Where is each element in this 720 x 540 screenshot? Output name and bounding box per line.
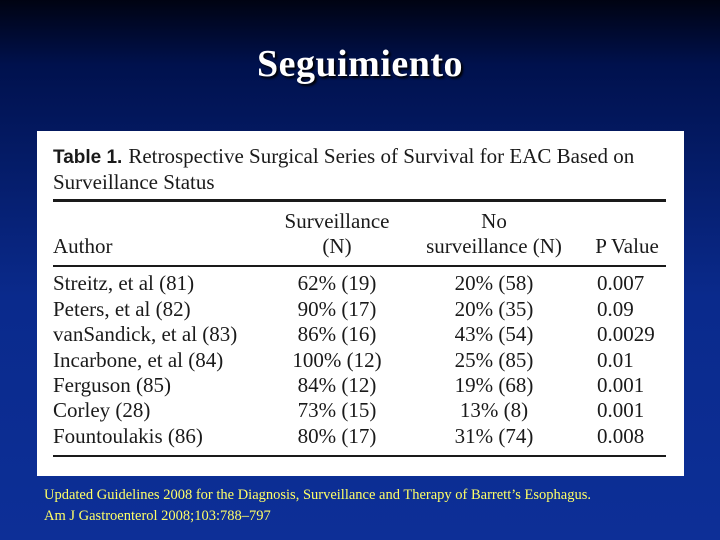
cell-surveillance: 62% (19) <box>297 271 377 295</box>
cell-p-value: 0.001 <box>597 398 645 422</box>
cell-surveillance: 100% (12) <box>292 348 382 372</box>
cell-p-value: 0.01 <box>597 348 634 372</box>
cell-p-value: 0.008 <box>597 424 645 448</box>
cell-author: vanSandick, et al (83) <box>53 322 238 346</box>
cell-author: Incarbone, et al (84) <box>53 348 224 372</box>
slide-title: Seguimiento <box>256 43 464 85</box>
cell-author: Streitz, et al (81) <box>53 271 195 295</box>
table-caption: Table 1. Retrospective Surgical Series of… <box>53 144 673 195</box>
header-no-surveillance-line2: surveillance (N) <box>426 234 562 258</box>
cell-no-surveillance: 20% (58) <box>454 271 534 295</box>
cell-p-value: 0.0029 <box>597 322 655 346</box>
cell-no-surveillance: 25% (85) <box>454 348 534 372</box>
header-no-surveillance-line1: No <box>481 209 507 233</box>
cell-p-value: 0.09 <box>597 297 634 321</box>
cell-p-value: 0.001 <box>597 373 645 397</box>
header-no-surveillance: No surveillance (N) <box>413 209 575 259</box>
table-label: Table 1. <box>53 147 123 168</box>
table-bottom-rule <box>53 455 666 457</box>
cell-author: Ferguson (85) <box>53 373 172 397</box>
table-panel: Table 1. Retrospective Surgical Series of… <box>37 131 684 476</box>
table-top-rule <box>53 199 666 202</box>
reference-line2: Am J Gastroenterol 2008;103:788–797 <box>44 508 271 524</box>
reference-footnote: Updated Guidelines 2008 for the Diagnosi… <box>44 485 714 527</box>
cell-surveillance: 73% (15) <box>297 398 377 422</box>
table-caption-text: Retrospective Surgical Series of Surviva… <box>53 144 635 194</box>
cell-no-surveillance: 13% (8) <box>459 398 529 422</box>
header-p-value: P Value <box>595 234 659 258</box>
cell-surveillance: 86% (16) <box>297 322 377 346</box>
table-header-rule <box>53 265 666 267</box>
header-surveillance: Surveillance (N) <box>273 209 401 259</box>
header-author: Author <box>53 234 113 258</box>
reference-line1: Updated Guidelines 2008 for the Diagnosi… <box>44 487 591 503</box>
cell-surveillance: 90% (17) <box>297 297 377 321</box>
cell-no-surveillance: 20% (35) <box>454 297 534 321</box>
header-surveillance-line2: (N) <box>322 234 352 258</box>
cell-author: Fountoulakis (86) <box>53 424 203 448</box>
cell-no-surveillance: 31% (74) <box>454 424 534 448</box>
cell-no-surveillance: 43% (54) <box>454 322 534 346</box>
cell-surveillance: 84% (12) <box>297 373 377 397</box>
cell-author: Peters, et al (82) <box>53 297 191 321</box>
cell-p-value: 0.007 <box>597 271 645 295</box>
cell-author: Corley (28) <box>53 398 151 422</box>
header-surveillance-line1: Surveillance <box>284 209 390 233</box>
cell-no-surveillance: 19% (68) <box>454 373 534 397</box>
cell-surveillance: 80% (17) <box>297 424 377 448</box>
